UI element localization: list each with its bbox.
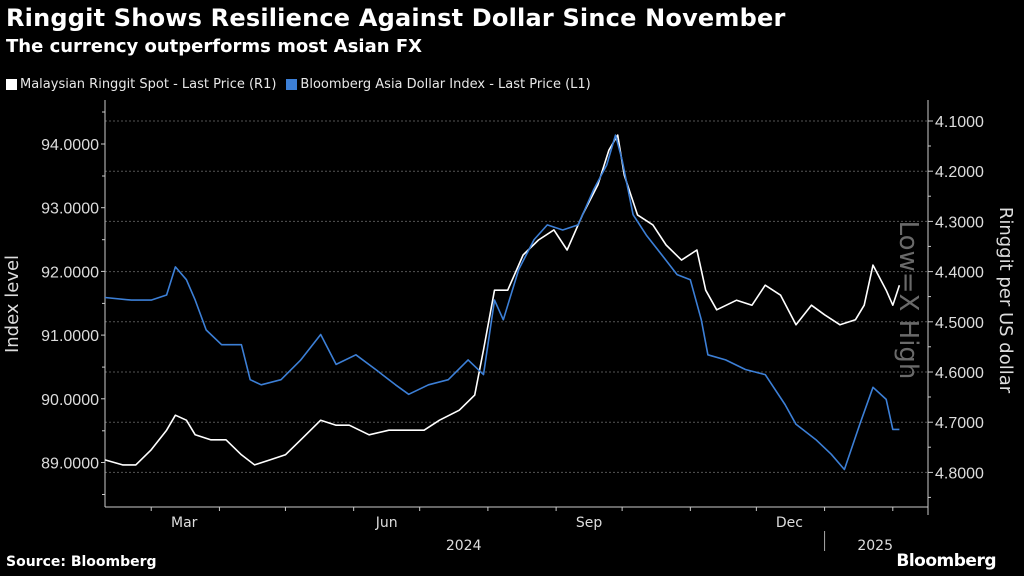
asia-dollar-index-line (104, 134, 900, 471)
x-tick-label: Sep (576, 515, 603, 531)
left-tick-label: 90.0000 (41, 392, 99, 409)
right-tick-label: 4.6000 (935, 365, 984, 382)
x-tick-label: Mar (171, 515, 198, 531)
year-label: 2024 (446, 538, 482, 554)
right-tick-label: 4.2000 (935, 164, 984, 181)
chart-subtitle: The currency outperforms most Asian FX (6, 36, 422, 57)
left-tick-label: 91.0000 (41, 328, 99, 345)
legend-item-ringgit: Malaysian Ringgit Spot - Last Price (R1) (6, 77, 276, 92)
legend: Malaysian Ringgit Spot - Last Price (R1)… (6, 77, 591, 92)
ringgit-series-line (104, 134, 901, 466)
legend-swatch-white (6, 79, 17, 90)
legend-swatch-blue (286, 79, 298, 90)
right-tick-label: 4.7000 (935, 415, 984, 432)
left-tick-label: 92.0000 (41, 264, 99, 281)
legend-label: Bloomberg Asia Dollar Index - Last Price… (300, 77, 591, 92)
right-tick-label: 4.3000 (935, 214, 984, 231)
left-tick-label: 93.0000 (41, 201, 99, 218)
legend-label: Malaysian Ringgit Spot - Last Price (R1) (20, 77, 277, 92)
right-tick-label: 4.4000 (935, 265, 984, 282)
source-note: Source: Bloomberg (6, 554, 157, 570)
x-tick-label: Dec (776, 515, 803, 531)
left-tick-label: 89.0000 (41, 456, 99, 473)
right-tick-label: 4.5000 (935, 315, 984, 332)
chart-title: Ringgit Shows Resilience Against Dollar … (6, 4, 786, 32)
right-tick-label: 4.8000 (935, 465, 984, 482)
bloomberg-logo: Bloomberg (896, 551, 996, 571)
right-axis-label: Ringgit per US dollar (995, 207, 1016, 394)
axis-watermark: Low=X High (893, 221, 923, 380)
left-axis-label: Index level (2, 255, 23, 353)
left-tick-label: 94.0000 (41, 137, 99, 154)
year-label: 2025 (857, 538, 893, 554)
right-tick-label: 4.1000 (935, 114, 984, 131)
x-tick-label: Jun (375, 515, 398, 531)
legend-item-asia-dollar: Bloomberg Asia Dollar Index - Last Price… (286, 77, 591, 92)
